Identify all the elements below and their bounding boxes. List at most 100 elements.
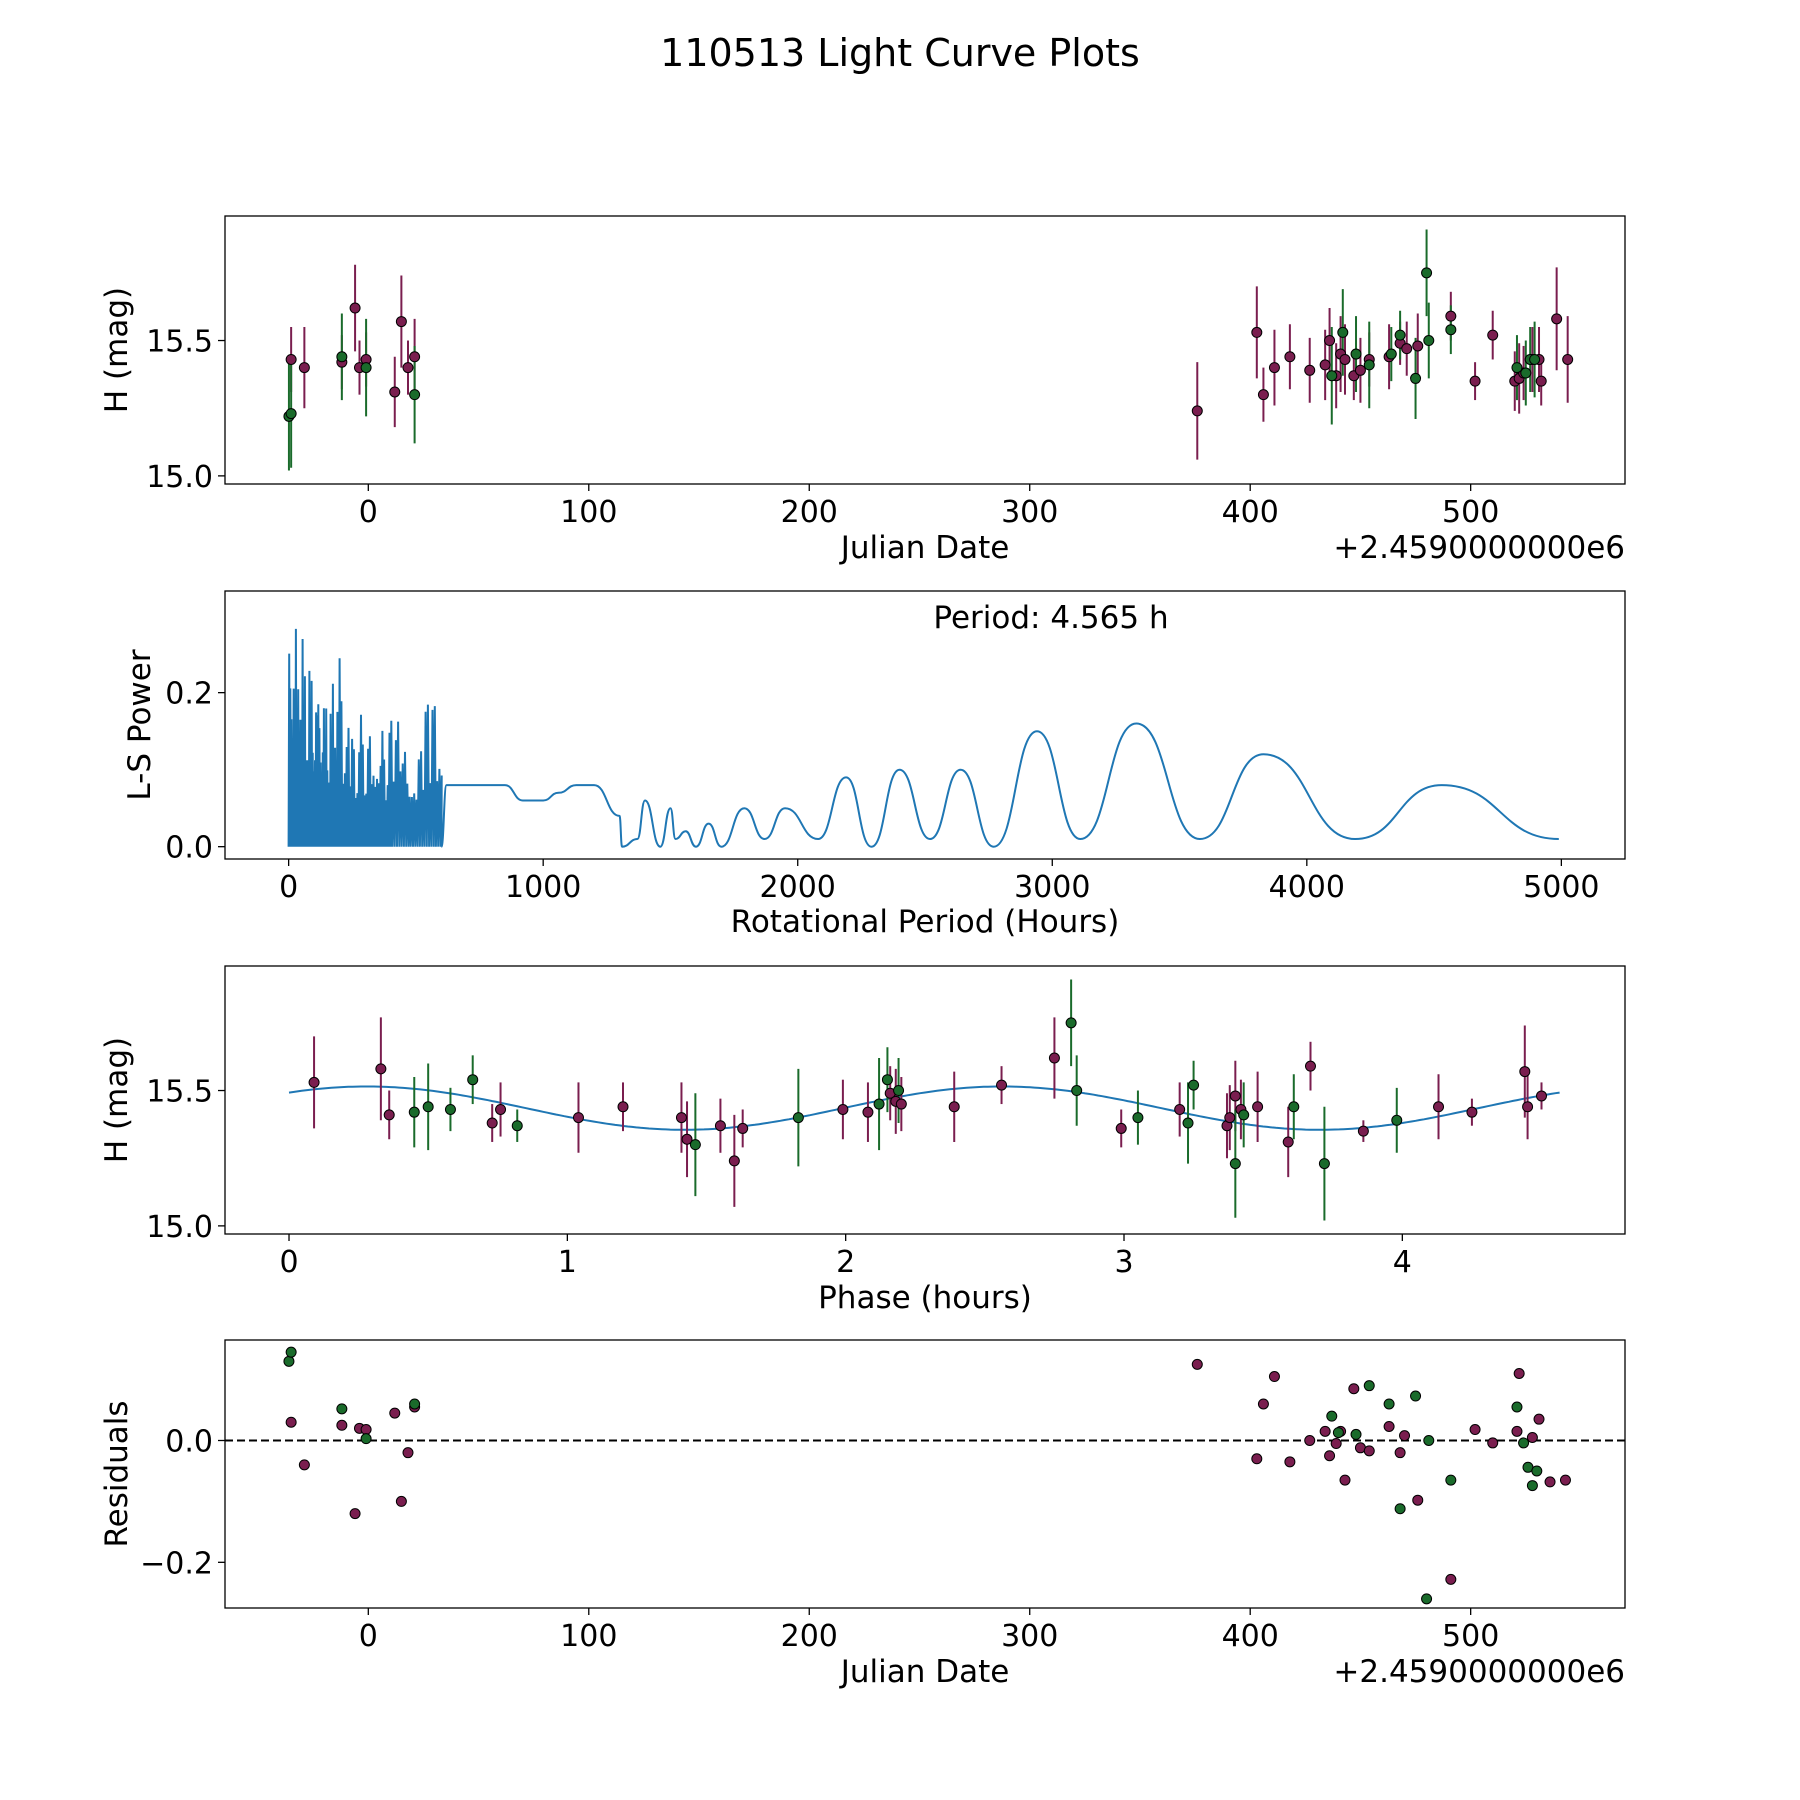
data-point-purple (298, 362, 310, 374)
data-point-purple (1469, 1424, 1481, 1436)
data-point-purple (409, 351, 421, 363)
data-point-green (283, 1355, 295, 1367)
x-tick-label: 0 (359, 495, 378, 530)
y-tick-label: 0.0 (165, 831, 213, 866)
data-point-green (285, 1346, 297, 1358)
data-point-purple (1551, 313, 1563, 325)
x-tick-label: 3 (1114, 1245, 1133, 1280)
data-point-green (1394, 1503, 1406, 1515)
data-point-purple (737, 1122, 749, 1134)
lightcurve-panel: 0 100 200 300 400 500 15.0 15.5 Julian Date H (… (99, 215, 1626, 566)
data-point-purple (1522, 1101, 1534, 1113)
data-point-purple (1433, 1101, 1445, 1113)
data-point-green (360, 362, 372, 374)
data-point-purple (1535, 375, 1547, 387)
data-point-purple (1544, 1476, 1556, 1488)
data-point-green (1423, 335, 1435, 347)
data-point-purple (285, 353, 297, 365)
data-point-purple (1324, 335, 1336, 347)
x-tick-label: 200 (781, 1619, 838, 1654)
data-point-purple (1363, 1445, 1375, 1457)
data-point-purple (837, 1103, 849, 1115)
data-point-purple (1513, 1368, 1525, 1379)
data-point-purple (1324, 1450, 1336, 1462)
data-point-purple (1268, 1371, 1280, 1383)
data-point-purple (1354, 364, 1366, 376)
x-tick-label: 100 (560, 495, 617, 530)
data-point-purple (1399, 1430, 1411, 1442)
period-annotation: Period: 4.565 h (933, 600, 1168, 636)
data-point-green (409, 1398, 421, 1410)
x-tick-label: 100 (560, 1619, 617, 1654)
data-point-purple (1191, 1358, 1203, 1370)
data-point-green (511, 1120, 523, 1132)
lightcurve-ylabel: H (mag) (99, 287, 135, 413)
data-point-green (1391, 1114, 1403, 1126)
data-point-purple (375, 1063, 387, 1075)
data-point-purple (895, 1098, 907, 1110)
data-point-purple (1284, 1456, 1296, 1468)
data-point-purple (1487, 1437, 1499, 1449)
data-point-purple (1339, 353, 1351, 365)
data-point-green (1410, 1390, 1422, 1402)
data-point-green (1445, 1474, 1457, 1486)
data-point-green (444, 1103, 456, 1115)
data-point-purple (1115, 1122, 1127, 1134)
data-point-green (1383, 1398, 1395, 1410)
ls-power-line (287, 628, 1559, 848)
data-point-purple (389, 386, 401, 398)
data-point-purple (298, 1459, 310, 1471)
data-point-purple (395, 1495, 407, 1507)
data-point-green (689, 1139, 701, 1151)
data-point-green (1531, 1465, 1543, 1477)
data-point-green (1318, 1158, 1330, 1170)
data-point-purple (1330, 1438, 1342, 1450)
data-point-green (1229, 1158, 1241, 1170)
data-point-purple (402, 362, 414, 374)
residuals-marks (225, 1346, 1625, 1605)
residuals-ticks: 0 100 200 300 400 500 0.0 −0.2 (140, 1425, 1499, 1655)
periodogram-frame (224, 590, 1626, 860)
data-point-purple (714, 1120, 726, 1132)
x-tick-label: 200 (781, 495, 838, 530)
data-point-purple (675, 1112, 687, 1124)
data-point-purple (1304, 1435, 1316, 1446)
x-tick-label: 4 (1393, 1245, 1412, 1280)
data-point-purple (1412, 340, 1424, 352)
data-point-purple (308, 1076, 320, 1088)
x-tick-label: 4000 (1269, 870, 1345, 905)
x-tick-label: 300 (1001, 495, 1058, 530)
y-tick-label: 15.0 (146, 1210, 213, 1245)
y-tick-label: 0.0 (165, 1425, 213, 1460)
data-point-purple (1394, 1447, 1406, 1459)
data-point-purple (1469, 375, 1481, 387)
x-tick-label: 400 (1222, 1619, 1279, 1654)
data-point-purple (1412, 1494, 1424, 1506)
data-point-green (881, 1074, 893, 1086)
data-point-purple (360, 1424, 372, 1436)
y-tick-label: 15.5 (146, 1075, 213, 1110)
phased-marks (288, 979, 1560, 1221)
figure-title: 110513 Light Curve Plots (660, 31, 1140, 75)
x-tick-label: 2 (836, 1245, 855, 1280)
data-point-purple (617, 1101, 629, 1113)
data-point-purple (1401, 343, 1413, 355)
x-tick-label: 400 (1222, 495, 1279, 530)
data-point-purple (1533, 1413, 1545, 1425)
data-point-green (1326, 370, 1338, 382)
y-tick-label: −0.2 (140, 1546, 213, 1581)
data-point-purple (495, 1103, 507, 1115)
x-tick-label: 500 (1442, 495, 1499, 530)
data-point-green (1288, 1101, 1300, 1113)
data-point-green (1363, 359, 1375, 371)
data-point-purple (1445, 310, 1457, 322)
data-point-purple (948, 1101, 960, 1113)
phased-ylabel: H (mag) (99, 1037, 135, 1163)
periodogram-ylabel: L-S Power (122, 649, 158, 800)
data-point-purple (1268, 362, 1280, 374)
residuals-offset-label: +2.4590000000e6 (1333, 1654, 1625, 1690)
data-point-green (1326, 1410, 1338, 1422)
data-point-green (285, 408, 297, 420)
data-point-green (1385, 348, 1397, 360)
data-point-green (873, 1098, 885, 1110)
